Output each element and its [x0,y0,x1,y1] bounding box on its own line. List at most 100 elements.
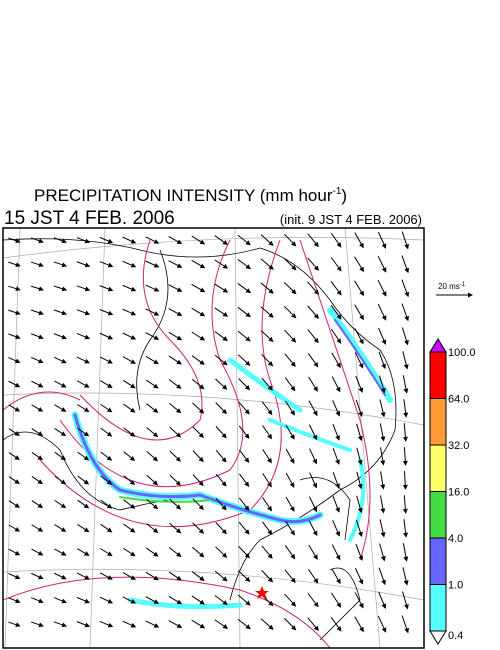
wind-arrow [401,303,409,322]
wind-arrow [100,523,113,533]
wind-arrow [214,235,229,245]
wind-arrow [330,256,342,272]
wind-arrow [191,331,206,341]
wind-arrow [260,258,274,270]
wind-arrow [354,304,364,321]
wind-arrow [146,523,159,533]
wind-arrow [31,476,43,485]
wind-arrow [214,259,229,269]
colorbar-over [429,338,447,353]
wind-arrow [379,399,386,418]
wind-arrow [356,447,363,466]
wind-arrow [53,237,67,244]
colorbar-label: 32.0 [448,440,469,452]
wind-arrow [76,621,91,628]
wind-arrow [331,544,341,561]
wind-arrow [169,474,181,486]
wind-arrow [215,497,227,511]
wind-arrow [100,499,113,509]
wind-arrow [380,471,386,490]
wind-arrow [99,332,114,340]
wind-arrow [53,356,67,364]
wind-arrow [307,353,319,368]
wind-arrow [146,474,159,486]
wind-arrow [8,333,21,340]
wind-arrow [285,424,295,440]
wind-arrow [53,285,68,292]
wind-arrow [168,260,183,268]
wind-arrow [77,404,90,413]
wind-arrow [54,475,67,485]
wind-arrow [377,279,387,297]
wind-arrow [168,595,183,605]
wind-arrow [122,356,136,364]
wind-arrow [377,231,387,249]
wind-arrow [123,451,136,462]
wind-arrow [308,376,318,392]
wind-arrow [30,237,44,244]
wind-arrow [123,403,136,413]
wind-arrow [30,333,44,340]
wind-arrow [402,495,408,514]
wind-arrow [237,258,252,270]
wind-arrow [123,475,136,486]
wind-arrow [402,375,409,394]
wind-arrow [169,450,181,462]
wind-arrow [146,427,159,438]
wind-arrow [192,498,204,511]
wind-arrow [262,425,273,440]
wind-arrow [214,570,228,582]
wind-arrow [168,571,182,581]
wind-scale: 20 ms-1 [436,282,473,298]
colorbar-segment [429,351,447,399]
wind-arrow [122,236,137,244]
wind-arrow [378,351,386,370]
wind-arrow [76,309,91,316]
wind-scale-label: 20 ms-1 [438,282,466,291]
wind-arrow [169,522,182,534]
wind-arrow [378,591,387,609]
wind-arrow [284,353,296,367]
wind-arrow [403,519,409,538]
wind-arrow [401,231,409,250]
wind-arrow [380,447,386,466]
wind-arrow [214,354,228,366]
wind-arrow [262,449,272,464]
wind-arrow [8,404,21,412]
wind-arrow [168,284,183,292]
wind-arrow [31,500,44,509]
wind-arrow [146,450,159,462]
wind-arrow [284,545,296,560]
wind-arrow [8,476,20,485]
wind-arrow [354,568,364,585]
wind-arrow [99,356,113,364]
wind-arrow [307,617,319,632]
wind-arrow [54,380,67,388]
wind-arrow [378,567,386,586]
wind-arrow [145,236,160,244]
colorbar-label: 16.0 [448,487,469,499]
wind-arrow [237,594,251,606]
wind-arrow [238,378,251,391]
wind-arrow [261,401,273,416]
wind-arrow [285,520,295,536]
wind-arrow [77,523,90,533]
wind-arrow [331,568,341,585]
wind-arrow [100,451,113,461]
wind-arrow [331,376,341,393]
wind-arrow [237,618,251,630]
wind-arrow [8,621,21,628]
wind-arrow [99,236,114,244]
wind-arrow [123,427,136,437]
wind-arrow [330,232,342,248]
wind-arrow [308,424,318,441]
wind-arrow [76,380,90,388]
wind-arrow [99,596,114,604]
wind-arrow [145,308,160,316]
wind-arrow [238,521,250,535]
wind-arrow [215,522,227,535]
wind-arrow [191,235,206,245]
wind-arrow [307,568,319,584]
wind-arrow [354,328,364,345]
wind-arrow [8,428,20,436]
